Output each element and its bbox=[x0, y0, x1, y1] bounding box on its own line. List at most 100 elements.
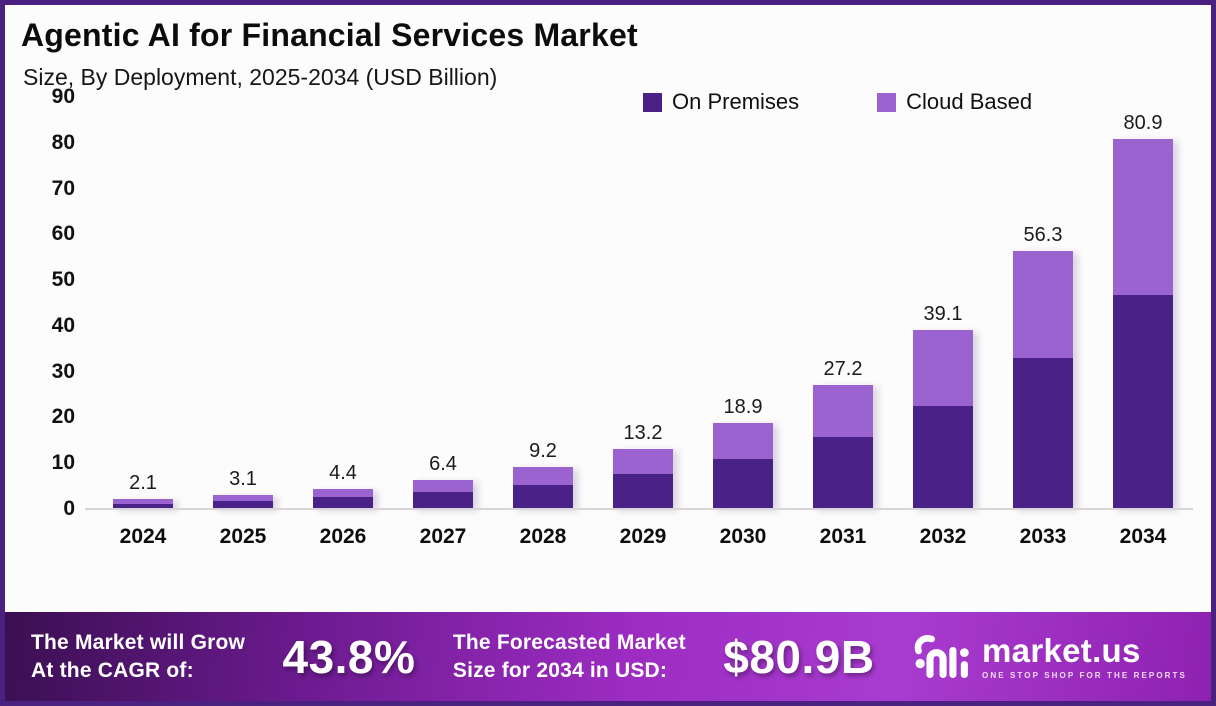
segment-cloud-based-2032 bbox=[913, 330, 973, 406]
bar-value-2025: 3.1 bbox=[229, 467, 257, 490]
x-label-2032: 2032 bbox=[919, 525, 967, 548]
forecast-value: $80.9B bbox=[723, 630, 875, 683]
marketus-logo-text: market.us ONE STOP SHOP FOR THE REPORTS bbox=[982, 634, 1187, 680]
segment-cloud-based-2025 bbox=[213, 494, 273, 501]
bar-value-2028: 9.2 bbox=[529, 439, 557, 462]
bar-stack-2029 bbox=[613, 448, 673, 509]
bar-value-2033: 56.3 bbox=[1023, 224, 1063, 247]
bar-value-2032: 39.1 bbox=[923, 303, 963, 326]
x-label-2029: 2029 bbox=[619, 525, 667, 548]
bar-stack-2033 bbox=[1013, 251, 1073, 509]
bar-stack-2034 bbox=[1113, 138, 1173, 509]
chart-legend: On Premises Cloud Based bbox=[643, 89, 1032, 115]
chart: 0 10 20 30 40 50 60 70 80 90 On Premises Cloud Bas… bbox=[13, 86, 1193, 549]
bar-value-2024: 2.1 bbox=[129, 472, 157, 495]
segment-cloud-based-2028 bbox=[513, 466, 573, 485]
bar-2032: 39.1 bbox=[893, 304, 993, 509]
bar-value-2030: 18.9 bbox=[723, 395, 763, 418]
y-tick-50: 50 bbox=[51, 268, 75, 292]
bar-2027: 6.4 bbox=[393, 454, 493, 509]
x-label-2033: 2033 bbox=[1019, 525, 1067, 548]
segment-cloud-based-2024 bbox=[113, 499, 173, 504]
x-label-2030: 2030 bbox=[719, 525, 767, 548]
bar-stack-2027 bbox=[413, 479, 473, 509]
cagr-label: The Market will Grow At the CAGR of: bbox=[31, 629, 245, 684]
bar-2025: 3.1 bbox=[193, 469, 293, 509]
x-label-2028: 2028 bbox=[519, 525, 567, 548]
forecast-label: The Forecasted Market Size for 2034 in U… bbox=[453, 629, 686, 684]
page-title: Agentic AI for Financial Services Market bbox=[21, 17, 638, 53]
bar-2030: 18.9 bbox=[693, 395, 793, 509]
marketus-logo: market.us ONE STOP SHOP FOR THE REPORTS bbox=[912, 629, 1187, 685]
cagr-label-line1: The Market will Grow bbox=[31, 631, 246, 655]
segment-on-premises-2032 bbox=[913, 405, 973, 509]
bar-stack-2024 bbox=[113, 499, 173, 509]
bar-2029: 13.2 bbox=[593, 423, 693, 509]
segment-cloud-based-2031 bbox=[813, 384, 873, 437]
marketus-logo-name: market.us bbox=[982, 631, 1141, 669]
page-subtitle: Size, By Deployment, 2025-2034 (USD Bill… bbox=[23, 64, 498, 90]
bar-stack-2031 bbox=[813, 384, 873, 509]
legend-swatch-cloud-based bbox=[877, 92, 897, 112]
forecast-label-line1: The Forecasted Market bbox=[452, 631, 686, 655]
segment-cloud-based-2026 bbox=[313, 488, 373, 498]
x-label-2027: 2027 bbox=[419, 525, 467, 548]
segment-cloud-based-2034 bbox=[1113, 138, 1173, 295]
bar-value-2026: 4.4 bbox=[329, 461, 357, 484]
marketus-logo-tagline: ONE STOP SHOP FOR THE REPORTS bbox=[982, 670, 1187, 680]
bar-2033: 56.3 bbox=[993, 225, 1093, 509]
segment-cloud-based-2030 bbox=[713, 422, 773, 459]
bar-2034: 80.9 bbox=[1093, 113, 1193, 509]
y-tick-70: 70 bbox=[51, 176, 75, 200]
bar-2024: 2.1 bbox=[93, 473, 193, 509]
bar-value-2031: 27.2 bbox=[823, 357, 863, 380]
bars-row: 2.1 3.1 4.4 6.4 9.2 13.2 18.9 27.2 39.1 56.3 80.9 bbox=[93, 97, 1193, 509]
legend-label-cloud-based: Cloud Based bbox=[906, 89, 1033, 114]
bar-2031: 27.2 bbox=[793, 357, 893, 509]
segment-on-premises-2034 bbox=[1113, 294, 1173, 509]
segment-on-premises-2030 bbox=[713, 458, 773, 509]
segment-on-premises-2033 bbox=[1013, 358, 1073, 509]
bar-2028: 9.2 bbox=[493, 441, 593, 509]
bar-stack-2026 bbox=[313, 488, 373, 509]
cagr-value: 43.8% bbox=[282, 630, 416, 683]
x-label-2025: 2025 bbox=[219, 525, 267, 548]
plot-area: On Premises Cloud Based 2.1 3.1 4.4 6.4 9.2 13… bbox=[85, 89, 1193, 510]
legend-label-on-premises: On Premises bbox=[672, 89, 800, 114]
segment-on-premises-2031 bbox=[813, 436, 873, 509]
segment-on-premises-2024 bbox=[113, 503, 173, 509]
bar-value-2027: 6.4 bbox=[429, 452, 457, 475]
x-label-2026: 2026 bbox=[319, 525, 367, 548]
segment-on-premises-2028 bbox=[513, 484, 573, 509]
bar-value-2034: 80.9 bbox=[1123, 111, 1163, 134]
x-label-2024: 2024 bbox=[119, 525, 167, 548]
bar-stack-2030 bbox=[713, 422, 773, 509]
segment-on-premises-2026 bbox=[313, 497, 373, 509]
segment-on-premises-2027 bbox=[413, 492, 473, 509]
bottom-banner: The Market will Grow At the CAGR of: 43.… bbox=[5, 612, 1211, 701]
legend-item-cloud-based: Cloud Based bbox=[877, 89, 1032, 115]
legend-swatch-on-premises bbox=[643, 92, 662, 112]
y-tick-20: 20 bbox=[51, 405, 75, 429]
x-label-2031: 2031 bbox=[819, 525, 867, 548]
y-tick-80: 80 bbox=[51, 130, 75, 154]
cagr-label-line2: At the CAGR of: bbox=[31, 658, 194, 682]
marketus-logo-icon bbox=[914, 634, 969, 678]
y-tick-10: 10 bbox=[51, 451, 75, 475]
y-tick-0: 0 bbox=[63, 497, 75, 520]
segment-cloud-based-2029 bbox=[613, 448, 673, 475]
x-axis-labels: 2024 2025 2026 2027 2028 2029 2030 2031 2032 2033… bbox=[93, 525, 1193, 549]
segment-on-premises-2029 bbox=[613, 474, 673, 509]
segment-cloud-based-2033 bbox=[1013, 251, 1073, 359]
bar-2026: 4.4 bbox=[293, 463, 393, 509]
forecast-label-line2: Size for 2034 in USD: bbox=[452, 658, 668, 682]
y-axis: 0 10 20 30 40 50 60 70 80 90 bbox=[13, 86, 75, 519]
segment-cloud-based-2027 bbox=[413, 479, 473, 493]
bar-stack-2025 bbox=[213, 494, 273, 509]
legend-item-on-premises: On Premises bbox=[643, 89, 799, 115]
y-tick-90: 90 bbox=[51, 85, 75, 108]
bar-value-2029: 13.2 bbox=[623, 421, 663, 444]
plot-column: On Premises Cloud Based 2.1 3.1 4.4 6.4 9.2 13… bbox=[85, 89, 1193, 549]
x-label-2034: 2034 bbox=[1119, 525, 1167, 548]
